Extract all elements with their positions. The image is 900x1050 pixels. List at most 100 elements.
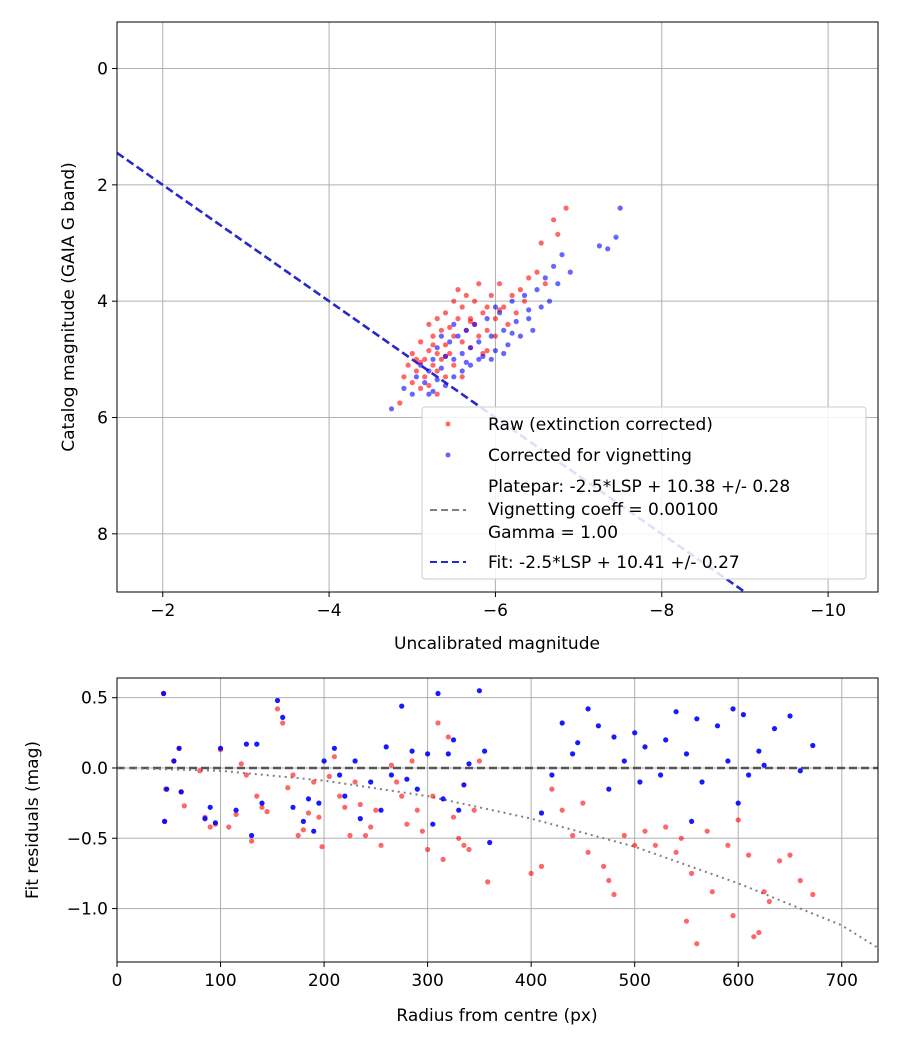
bottom-point-raw xyxy=(352,779,358,785)
bottom-point-raw xyxy=(678,835,684,841)
top-point-corrected xyxy=(430,388,436,394)
top-point-raw xyxy=(418,385,424,391)
top-point-raw xyxy=(401,374,407,380)
bottom-x-tick-label: 700 xyxy=(826,971,858,991)
top-x-tick-label: −6 xyxy=(483,601,508,621)
bottom-point-corrected xyxy=(212,820,218,826)
top-point-corrected xyxy=(401,385,407,391)
top-point-raw xyxy=(521,298,528,304)
top-point-raw xyxy=(409,350,415,357)
top-point-corrected xyxy=(488,356,494,362)
bottom-point-raw xyxy=(549,786,555,792)
bottom-point-corrected xyxy=(409,748,415,754)
top-point-raw xyxy=(426,348,432,354)
bottom-y-axis-label: Fit residuals (mag) xyxy=(23,741,43,899)
bottom-point-raw xyxy=(797,877,803,884)
bottom-x-tick-label: 300 xyxy=(411,971,443,991)
bottom-point-raw xyxy=(450,814,457,820)
bottom-point-raw xyxy=(694,941,700,947)
bottom-point-corrected xyxy=(445,751,451,757)
bottom-point-raw xyxy=(559,807,565,813)
top-point-corrected xyxy=(430,356,436,362)
legend-box xyxy=(421,406,867,580)
bottom-point-raw xyxy=(388,762,394,768)
top-point-raw xyxy=(505,321,511,327)
bottom-point-corrected xyxy=(274,697,281,704)
top-point-corrected xyxy=(476,339,482,345)
bottom-point-raw xyxy=(259,804,265,810)
bottom-point-raw xyxy=(394,779,400,785)
bottom-point-corrected xyxy=(761,762,767,768)
top-point-corrected xyxy=(434,377,440,383)
bottom-y-tick-label: −0.5 xyxy=(67,829,108,849)
top-point-raw xyxy=(430,333,436,339)
top-point-corrected xyxy=(442,382,449,389)
top-point-corrected xyxy=(418,362,424,368)
top-point-raw xyxy=(467,318,474,325)
bottom-point-corrected xyxy=(280,714,286,721)
bottom-point-corrected xyxy=(435,690,441,697)
top-point-raw xyxy=(492,333,498,339)
bottom-scatter-points xyxy=(161,688,816,947)
top-point-raw xyxy=(488,292,494,298)
bottom-point-corrected xyxy=(162,818,168,825)
top-point-corrected xyxy=(509,330,515,336)
bottom-point-raw xyxy=(181,803,187,809)
bottom-point-raw xyxy=(621,832,627,839)
bottom-point-raw xyxy=(409,758,415,764)
residuals-plot: 0 100 200 300 400 500 600 700 0.5 0.0 −0.5 −1.0 Ra… xyxy=(23,677,879,1026)
bottom-x-tick-label: 200 xyxy=(308,971,340,991)
bottom-point-corrected xyxy=(404,776,410,782)
bottom-reference-lines xyxy=(117,766,878,949)
top-point-corrected xyxy=(463,327,469,333)
top-point-raw xyxy=(447,324,453,330)
bottom-point-corrected xyxy=(663,737,669,743)
bottom-point-corrected xyxy=(207,804,213,810)
top-point-raw xyxy=(422,374,428,380)
bottom-point-raw xyxy=(414,807,420,813)
bottom-point-corrected xyxy=(714,723,721,729)
bottom-point-raw xyxy=(683,918,690,924)
top-x-tick-label: −4 xyxy=(317,601,342,621)
top-point-raw xyxy=(509,292,515,298)
bottom-point-raw xyxy=(611,891,617,898)
top-y-tick-label: 0 xyxy=(97,60,108,80)
top-point-raw xyxy=(422,356,428,362)
bottom-point-corrected xyxy=(746,772,752,778)
top-point-corrected xyxy=(438,333,444,339)
top-point-corrected xyxy=(455,333,461,339)
bottom-point-corrected xyxy=(797,768,803,774)
bottom-point-corrected xyxy=(378,807,384,813)
bottom-point-corrected xyxy=(243,741,249,747)
top-y-ticks: 0 2 4 6 8 xyxy=(97,60,117,545)
bottom-point-raw xyxy=(435,720,441,726)
top-point-raw xyxy=(434,368,440,374)
top-point-raw xyxy=(472,298,478,304)
top-point-corrected xyxy=(426,368,432,374)
bottom-point-corrected xyxy=(787,713,793,719)
bottom-point-raw xyxy=(368,824,374,830)
bottom-point-corrected xyxy=(585,706,591,712)
top-point-raw xyxy=(555,231,561,237)
top-point-raw xyxy=(434,391,440,397)
legend-platepar-line3: Gamma = 1.00 xyxy=(488,523,618,543)
bottom-point-raw xyxy=(528,870,534,877)
bottom-point-raw xyxy=(663,824,669,830)
bottom-point-corrected xyxy=(699,779,705,785)
bottom-x-tick-label: 600 xyxy=(722,971,754,991)
top-plot-frame xyxy=(116,21,879,593)
bottom-point-corrected xyxy=(575,740,581,746)
bottom-point-corrected xyxy=(735,800,741,806)
bottom-point-corrected xyxy=(673,709,679,715)
top-point-corrected xyxy=(497,310,503,316)
top-point-raw xyxy=(397,400,403,406)
bottom-point-raw xyxy=(274,706,281,712)
legend-platepar-line1: Platepar: -2.5*LSP + 10.38 +/- 0.28 xyxy=(488,477,790,497)
bottom-point-corrected xyxy=(771,726,778,732)
bottom-point-raw xyxy=(197,768,203,774)
top-point-corrected xyxy=(555,281,561,287)
top-point-corrected xyxy=(484,316,490,322)
bottom-point-raw xyxy=(471,807,477,813)
top-point-raw xyxy=(563,205,569,211)
bottom-point-corrected xyxy=(621,758,627,764)
